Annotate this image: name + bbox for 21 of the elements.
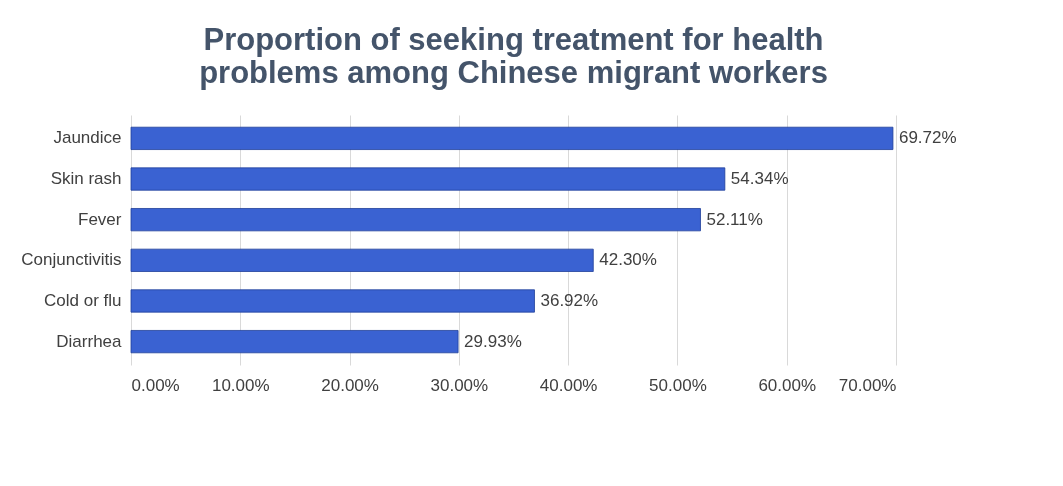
y-tick-label: Skin rash xyxy=(50,169,122,189)
y-tick-label: Fever xyxy=(78,209,122,229)
data-label: 36.92% xyxy=(540,290,599,310)
data-label: 69.72% xyxy=(898,128,957,148)
data-label: 54.34% xyxy=(730,169,789,189)
y-tick-label: Diarrhea xyxy=(56,331,123,351)
data-label: 52.11% xyxy=(706,209,763,229)
x-tick-label: 70.00% xyxy=(838,375,897,395)
x-tick-label: 50.00% xyxy=(649,375,707,395)
x-tick-label: 60.00% xyxy=(758,375,817,395)
data-label: 29.93% xyxy=(464,331,522,351)
x-tick-label: 20.00% xyxy=(321,375,379,395)
y-tick-label: Cold or flu xyxy=(44,290,122,310)
x-tick-label: 0.00% xyxy=(131,375,180,395)
x-tick-label: 40.00% xyxy=(539,375,598,395)
x-tick-label: 10.00% xyxy=(211,375,270,395)
chart-title: Proportion of seeking treatment for health problems among Chinese migrant workers xyxy=(199,22,828,90)
y-tick-label: Conjunctivitis xyxy=(21,250,122,270)
data-label: 42.30% xyxy=(599,250,657,270)
x-tick-label: 30.00% xyxy=(430,375,489,395)
y-tick-label: Jaundice xyxy=(53,128,122,148)
